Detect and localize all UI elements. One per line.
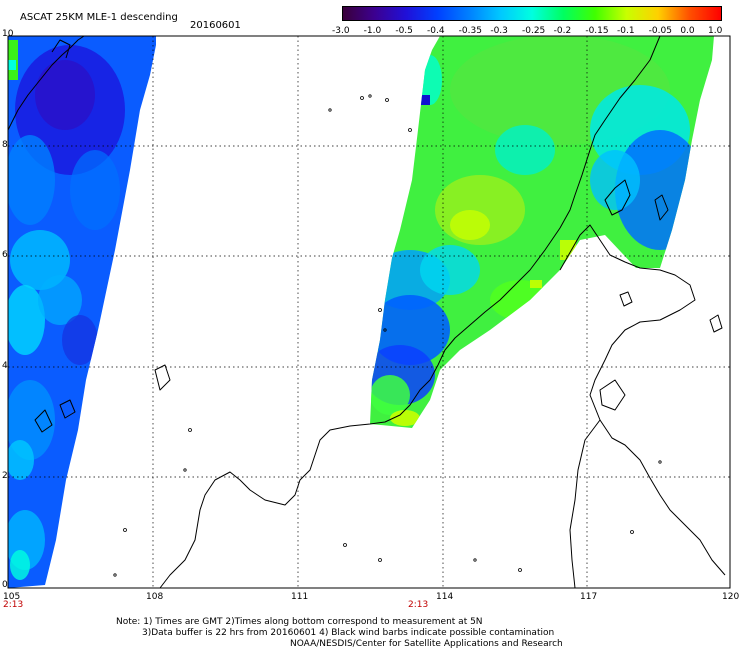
lon-label-120: 120 bbox=[722, 592, 740, 602]
lat-label-0: 0 bbox=[2, 580, 8, 590]
colorbar-tick-label: -0.2 bbox=[553, 26, 572, 36]
time-label-right: 2:13 bbox=[408, 600, 429, 610]
lat-label-10: 10 bbox=[2, 29, 14, 39]
time-label-left: 2:13 bbox=[3, 600, 24, 610]
colorbar-tick-label: -0.25 bbox=[522, 26, 546, 36]
colorbar-tick-label: -0.5 bbox=[395, 26, 413, 36]
note-line-2: 3)Data buffer is 22 hrs from 20160601 4)… bbox=[142, 628, 555, 638]
lat-label-4: 4 bbox=[2, 361, 8, 371]
colorbar-tick-label: 0.0 bbox=[680, 26, 695, 36]
map-title: ASCAT 25KM MLE-1 descending bbox=[20, 12, 178, 23]
lon-label-111: 111 bbox=[291, 592, 309, 602]
note-line-1: Note: 1) Times are GMT 2)Times along bot… bbox=[116, 617, 483, 627]
colorbar-tick-label: -0.1 bbox=[617, 26, 635, 36]
colorbar-tick-label: -0.05 bbox=[648, 26, 672, 36]
colorbar-tick-label: -0.15 bbox=[585, 26, 609, 36]
lon-label-105: 105 bbox=[3, 592, 21, 602]
colorbar-tick-label: -3.0 bbox=[332, 26, 350, 36]
colorbar-tick-label: -0.35 bbox=[458, 26, 482, 36]
lat-label-6: 6 bbox=[2, 250, 8, 260]
note-line-3: NOAA/NESDIS/Center for Satellite Applica… bbox=[290, 639, 563, 649]
colorbar-tick-label: 1.0 bbox=[708, 26, 723, 36]
lat-label-8: 8 bbox=[2, 140, 8, 150]
colorbar-tick-label: -0.3 bbox=[490, 26, 508, 36]
colorbar bbox=[342, 6, 722, 21]
lon-label-114: 114 bbox=[436, 592, 454, 602]
lat-label-2: 2 bbox=[2, 471, 8, 481]
colorbar-tick-label: -0.4 bbox=[427, 26, 445, 36]
map-date: 20160601 bbox=[190, 20, 241, 31]
lon-label-117: 117 bbox=[580, 592, 598, 602]
colorbar-tick-label: -1.0 bbox=[363, 26, 382, 36]
lon-label-108: 108 bbox=[146, 592, 164, 602]
